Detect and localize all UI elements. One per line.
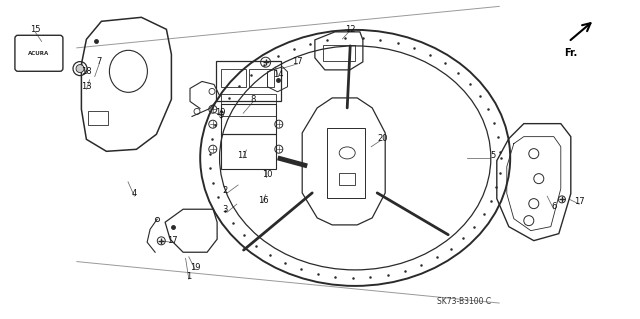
- Text: 17: 17: [168, 236, 178, 245]
- Text: 4: 4: [132, 189, 137, 198]
- Text: Fr.: Fr.: [564, 48, 578, 58]
- Text: 17: 17: [574, 197, 584, 206]
- Text: 15: 15: [30, 25, 40, 34]
- Text: 19: 19: [216, 108, 226, 117]
- Text: 9: 9: [218, 111, 223, 120]
- Text: 12: 12: [346, 25, 356, 34]
- Text: 17: 17: [292, 57, 303, 66]
- Text: ACURA: ACURA: [28, 51, 49, 56]
- Text: 3: 3: [223, 205, 228, 214]
- Text: 20: 20: [378, 134, 388, 143]
- Text: 5: 5: [490, 151, 495, 160]
- Text: 18: 18: [81, 67, 92, 76]
- Text: 16: 16: [259, 196, 269, 205]
- Text: 2: 2: [223, 186, 228, 195]
- Ellipse shape: [76, 64, 84, 73]
- Text: 13: 13: [81, 82, 92, 91]
- Text: 6: 6: [551, 202, 556, 211]
- Text: 8: 8: [250, 95, 255, 104]
- Text: 14: 14: [273, 70, 284, 79]
- Text: 7: 7: [97, 57, 102, 66]
- Text: 11: 11: [237, 151, 247, 160]
- Text: 1: 1: [186, 272, 191, 281]
- Text: 10: 10: [262, 170, 273, 179]
- Text: SK73-B3100 C: SK73-B3100 C: [437, 297, 491, 306]
- Text: 19: 19: [190, 263, 200, 272]
